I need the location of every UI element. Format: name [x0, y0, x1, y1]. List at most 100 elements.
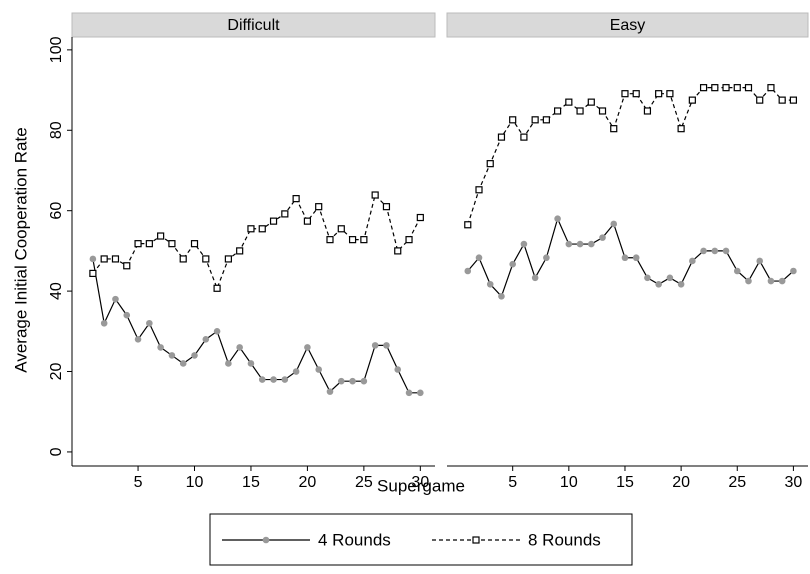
- marker: [587, 98, 595, 106]
- marker: [348, 236, 357, 244]
- marker: [247, 360, 255, 367]
- marker: [554, 107, 562, 115]
- marker: [778, 96, 786, 104]
- marker: [520, 133, 528, 141]
- series-line: [467, 86, 794, 225]
- marker: [745, 277, 752, 285]
- marker: [789, 96, 798, 104]
- panel-title: Difficult: [227, 17, 280, 34]
- x-tick-label: 5: [508, 474, 517, 491]
- marker: [315, 203, 323, 211]
- marker: [326, 388, 334, 395]
- marker: [100, 255, 108, 263]
- marker: [258, 376, 266, 383]
- x-tick-label: 10: [186, 474, 204, 491]
- x-tick-label: 30: [785, 474, 803, 491]
- y-tick-label: 100: [48, 36, 65, 63]
- marker: [303, 217, 312, 225]
- marker: [756, 257, 764, 265]
- marker: [666, 274, 674, 282]
- x-tick-label: 15: [242, 474, 260, 491]
- marker: [405, 389, 413, 397]
- marker: [486, 280, 494, 288]
- marker: [224, 255, 232, 263]
- marker: [520, 240, 528, 248]
- marker: [89, 255, 97, 263]
- x-tick-label: 30: [411, 474, 429, 491]
- y-tick-label: 60: [48, 202, 65, 220]
- marker: [576, 107, 584, 115]
- marker: [134, 240, 142, 248]
- marker: [337, 225, 345, 233]
- marker: [689, 257, 696, 265]
- marker: [587, 240, 595, 248]
- marker: [202, 255, 210, 263]
- marker: [416, 213, 424, 222]
- marker: [744, 84, 753, 92]
- marker: [677, 280, 685, 288]
- marker: [543, 254, 550, 262]
- marker: [146, 319, 153, 327]
- marker: [610, 125, 618, 133]
- marker: [236, 247, 244, 255]
- x-tick-label: 5: [134, 474, 143, 491]
- marker: [134, 336, 142, 343]
- marker: [486, 160, 494, 168]
- marker: [610, 220, 618, 228]
- marker: [394, 247, 402, 255]
- marker: [258, 225, 266, 233]
- marker: [497, 133, 506, 141]
- marker: [621, 90, 629, 98]
- marker: [157, 232, 165, 240]
- marker: [168, 240, 176, 248]
- marker: [123, 262, 131, 270]
- marker: [383, 342, 390, 349]
- marker: [632, 90, 640, 98]
- marker: [722, 84, 730, 92]
- x-tick-label: 25: [355, 474, 373, 491]
- marker: [191, 352, 198, 359]
- y-tick-label: 40: [48, 282, 65, 300]
- marker: [677, 125, 685, 133]
- marker: [179, 255, 187, 263]
- marker: [655, 280, 662, 288]
- y-tick-label: 80: [48, 121, 65, 139]
- marker: [565, 98, 573, 106]
- marker: [655, 90, 663, 98]
- marker: [168, 352, 176, 359]
- marker: [778, 277, 786, 285]
- marker: [269, 217, 278, 225]
- marker: [554, 215, 561, 223]
- series-line: [92, 193, 421, 290]
- marker: [326, 236, 334, 244]
- marker: [688, 96, 696, 104]
- marker: [394, 366, 402, 373]
- panel-strip: [71, 12, 436, 38]
- marker: [281, 210, 289, 218]
- marker: [700, 247, 707, 255]
- marker: [292, 368, 300, 375]
- marker: [405, 236, 413, 244]
- marker: [213, 328, 221, 335]
- x-tick-label: 20: [299, 474, 317, 491]
- marker: [464, 221, 472, 229]
- marker: [576, 240, 584, 248]
- legend-marker: [262, 536, 270, 544]
- marker: [145, 240, 153, 248]
- marker: [315, 366, 323, 373]
- marker: [711, 84, 719, 92]
- y-tick-label: 20: [48, 363, 65, 381]
- marker: [247, 225, 255, 233]
- marker: [371, 191, 379, 199]
- x-axis-label: Supergame: [377, 476, 465, 495]
- marker: [643, 107, 652, 115]
- marker: [464, 267, 472, 275]
- marker: [382, 203, 391, 211]
- marker: [304, 344, 311, 351]
- marker: [202, 336, 210, 343]
- marker: [509, 260, 516, 268]
- marker: [598, 107, 607, 115]
- marker: [699, 84, 708, 92]
- legend-label: 4 Rounds: [318, 530, 391, 549]
